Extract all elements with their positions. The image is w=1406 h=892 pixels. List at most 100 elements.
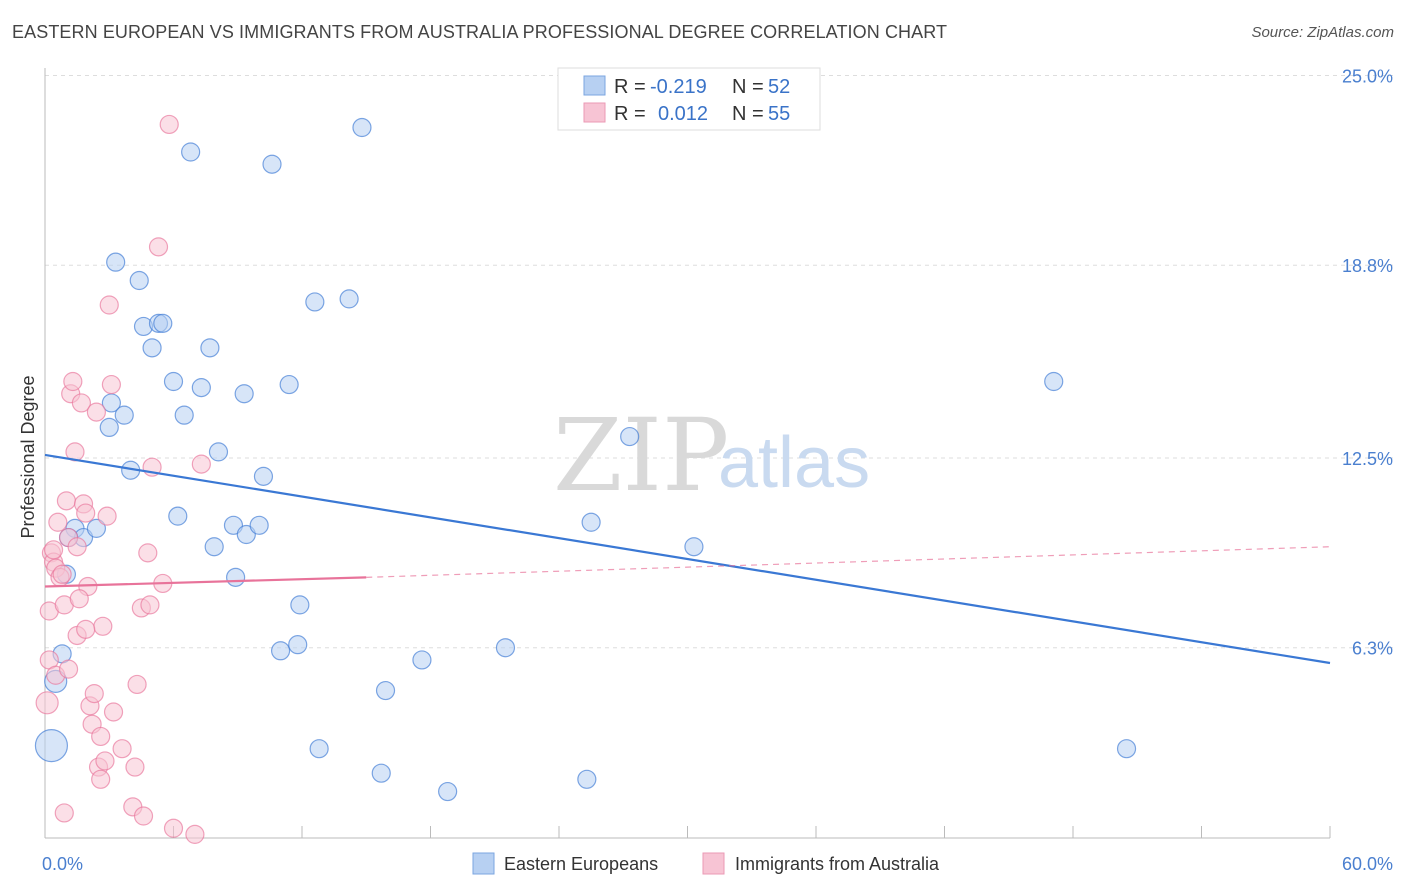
blue-data-point [495, 638, 516, 658]
pink-data-point [84, 684, 104, 704]
pink-data-point [48, 512, 68, 532]
blue-data-point [86, 518, 107, 538]
blue-data-point [153, 313, 173, 333]
legend-blue-r-label: R = [614, 76, 651, 98]
x-tick-max: 60.0% [1342, 854, 1393, 874]
pink-trend-line [44, 576, 367, 588]
bottom-legend-swatch-pink [702, 852, 725, 875]
blue-data-point [163, 371, 184, 392]
legend-blue-r-value: -0.219 [650, 76, 707, 98]
pink-data-point [138, 543, 158, 563]
blue-data-point [309, 739, 329, 759]
blue-data-point [174, 405, 194, 425]
legend-swatch-pink [583, 102, 606, 123]
blue-data-point [200, 338, 220, 358]
watermark-zip: ZIP [553, 397, 729, 514]
blue-data-point [1044, 371, 1064, 392]
pink-data-point [97, 506, 117, 526]
data-points [34, 114, 1137, 844]
blue-data-point [375, 680, 396, 701]
bottom-legend-swatch-blue [472, 852, 495, 875]
pink-data-point [76, 503, 96, 523]
blue-data-point [168, 506, 188, 526]
pink-data-point [163, 818, 184, 838]
pink-data-point [185, 824, 205, 844]
pink-data-point [191, 454, 211, 474]
blue-data-point [234, 384, 254, 404]
blue-data-point [208, 442, 229, 462]
blue-data-point [577, 769, 597, 789]
blue-data-point [581, 512, 601, 532]
blue-data-point [270, 641, 291, 661]
legend-pink-r-label: R = [614, 103, 651, 125]
blue-data-point [106, 252, 126, 272]
blue-trend-line [44, 453, 1331, 665]
pink-data-point [91, 726, 111, 747]
blue-data-point [1116, 739, 1137, 759]
pink-data-point [99, 295, 119, 315]
blue-data-point [620, 426, 640, 447]
blue-data-point [305, 292, 325, 312]
pink-data-point [71, 393, 92, 413]
blue-data-point [253, 466, 274, 486]
blue-data-point [262, 154, 282, 174]
blue-data-point [114, 405, 134, 425]
pink-data-point [140, 595, 160, 615]
blue-data-point [352, 117, 372, 138]
pink-trend-extension [366, 546, 1331, 578]
blue-data-point [371, 763, 391, 783]
pink-data-point [101, 374, 121, 395]
y-axis-title: Professional Degree [18, 375, 38, 538]
blue-data-point [279, 374, 299, 395]
pink-data-point [56, 491, 77, 511]
blue-data-point [288, 635, 308, 655]
legend-blue-n-label: N = [732, 76, 769, 98]
trend-lines [44, 453, 1331, 665]
bottom-legend-label-pink: Immigrants from Australia [735, 854, 940, 874]
pink-data-point [58, 659, 79, 679]
x-tick-min: 0.0% [42, 854, 83, 874]
gridlines [45, 75, 1393, 649]
blue-data-point [142, 338, 162, 358]
pink-data-point [69, 589, 89, 609]
pink-data-point [93, 616, 113, 636]
pink-data-point [86, 402, 107, 422]
legend-pink-n-value: 55 [768, 103, 790, 125]
pink-data-point [127, 674, 147, 695]
pink-data-point [133, 806, 154, 826]
legend-swatch-blue [583, 75, 606, 96]
y-tick-label: 6.3% [1352, 639, 1393, 659]
blue-data-point [204, 537, 224, 557]
watermark: ZIP atlas [553, 397, 870, 514]
bottom-legend-label-blue: Eastern Europeans [504, 854, 658, 874]
pink-data-point [76, 619, 96, 639]
watermark-atlas: atlas [718, 423, 870, 503]
source-label: Source: ZipAtlas.com [1251, 24, 1394, 41]
pink-data-point [148, 237, 169, 257]
pink-data-point [159, 114, 179, 135]
blue-data-point [290, 595, 310, 615]
pink-data-point [63, 371, 83, 392]
y-tick-label: 25.0% [1342, 67, 1393, 87]
y-tick-label: 12.5% [1342, 449, 1393, 469]
pink-data-point [103, 702, 124, 722]
pink-data-point [125, 757, 145, 777]
blue-data-point [684, 537, 704, 557]
blue-data-point [438, 781, 458, 802]
blue-data-point [129, 270, 149, 291]
blue-data-point [34, 729, 69, 763]
pink-data-point [67, 537, 87, 557]
pink-data-point [43, 540, 64, 560]
legend-pink-r-value: 0.012 [658, 103, 708, 125]
blue-data-point [226, 567, 246, 587]
y-tick-label: 18.8% [1342, 256, 1393, 276]
series-legend: Eastern Europeans Immigrants from Austra… [472, 852, 940, 875]
pink-data-point [52, 564, 72, 584]
blue-data-point [191, 378, 211, 398]
pink-data-point [35, 691, 59, 715]
blue-data-point [339, 289, 359, 309]
pink-data-point [54, 803, 74, 823]
legend-pink-n-label: N = [732, 103, 769, 125]
pink-data-point [112, 739, 132, 759]
